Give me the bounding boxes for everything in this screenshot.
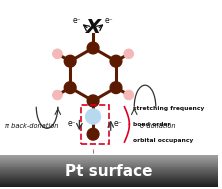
Text: σ donation: σ donation [140, 123, 176, 129]
Circle shape [87, 128, 99, 140]
Circle shape [64, 55, 76, 67]
Circle shape [87, 42, 99, 54]
Text: X: X [86, 18, 101, 37]
Text: π back-donation: π back-donation [5, 123, 58, 129]
Text: orbital occupancy: orbital occupancy [133, 138, 194, 143]
Bar [81, 105, 109, 144]
Text: e⁻: e⁻ [73, 16, 82, 25]
Circle shape [124, 49, 134, 59]
Text: e⁻: e⁻ [68, 119, 76, 128]
Text: bond order: bond order [133, 122, 171, 127]
Circle shape [64, 82, 76, 94]
Text: Pt surface: Pt surface [65, 164, 153, 179]
Circle shape [110, 82, 122, 94]
Circle shape [124, 90, 134, 100]
Circle shape [53, 90, 62, 100]
Circle shape [85, 109, 101, 124]
Circle shape [53, 49, 62, 59]
Circle shape [87, 95, 99, 107]
Text: e⁻: e⁻ [114, 119, 122, 128]
Circle shape [110, 55, 122, 67]
Text: stretching frequency: stretching frequency [133, 106, 204, 111]
Text: e⁻: e⁻ [104, 16, 113, 25]
